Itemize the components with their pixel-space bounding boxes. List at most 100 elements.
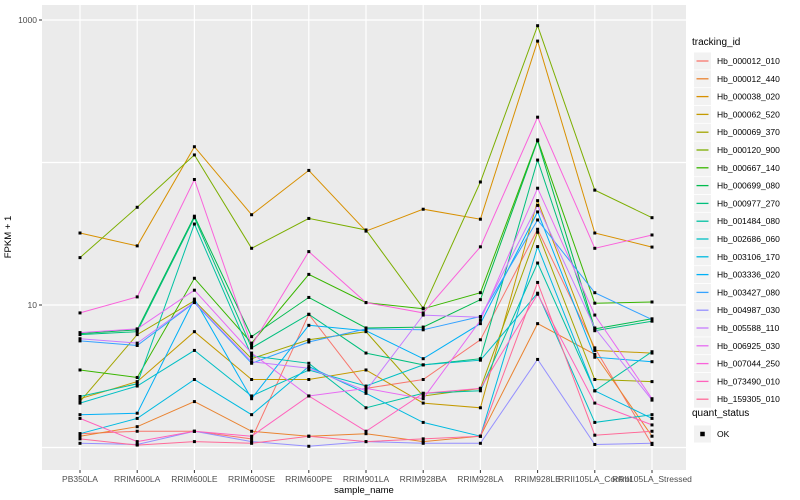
data-point	[307, 338, 311, 342]
data-point	[421, 420, 425, 424]
data-point	[593, 401, 597, 405]
data-point	[135, 375, 139, 379]
y-tick-label: 1000	[18, 15, 37, 25]
x-tick-label: RRII105LA_Stressed	[612, 474, 692, 484]
data-point	[421, 397, 425, 401]
data-point	[593, 348, 597, 352]
legend-item-Hb_000038_020: Hb_000038_020	[694, 88, 780, 106]
data-point	[421, 207, 425, 211]
data-point	[536, 245, 540, 249]
data-point	[536, 139, 540, 143]
data-point	[307, 378, 311, 382]
data-point	[250, 441, 254, 445]
legend-item-label: Hb_073490_010	[717, 376, 780, 386]
data-point	[250, 394, 254, 398]
data-point	[593, 326, 597, 330]
data-point	[78, 311, 82, 315]
data-point	[78, 333, 82, 337]
data-point	[135, 330, 139, 334]
legend-item-label: Hb_003427_080	[717, 287, 780, 297]
legend-item-label: Hb_000012_440	[717, 74, 780, 84]
x-tick-label: PB350LA	[62, 474, 98, 484]
data-point	[536, 39, 540, 43]
legend-item-label: Hb_002686_060	[717, 234, 780, 244]
data-point	[593, 329, 597, 333]
data-point	[307, 323, 311, 327]
data-point	[536, 199, 540, 203]
data-point	[650, 434, 654, 438]
legend-item-Hb_000977_270: Hb_000977_270	[694, 194, 780, 212]
legend-item-label: Hb_004987_030	[717, 305, 780, 315]
data-point	[421, 401, 425, 405]
legend-item-Hb_003106_170: Hb_003106_170	[694, 248, 780, 266]
legend-item-Hb_000062_520: Hb_000062_520	[694, 105, 780, 123]
data-point	[478, 441, 482, 445]
data-point	[650, 423, 654, 427]
legend-item-label: Hb_000120_900	[717, 145, 780, 155]
data-point	[478, 389, 482, 393]
data-point	[78, 401, 82, 405]
data-point	[593, 301, 597, 305]
data-point	[650, 319, 654, 323]
data-point	[593, 231, 597, 235]
legend-tracking-title: tracking_id	[692, 37, 740, 48]
data-point	[478, 291, 482, 295]
data-point	[421, 328, 425, 332]
y-tick-label: 10	[28, 300, 38, 310]
x-tick-label: RRIM928LE	[514, 474, 561, 484]
data-point	[78, 231, 82, 235]
x-tick-label: RRIM600SE	[228, 474, 276, 484]
data-point	[593, 378, 597, 382]
data-point	[536, 292, 540, 296]
data-point	[307, 394, 311, 398]
data-point	[192, 400, 196, 404]
data-point	[650, 441, 654, 445]
data-point	[78, 437, 82, 441]
data-point	[135, 425, 139, 429]
plot-panel	[42, 5, 686, 470]
data-point	[478, 434, 482, 438]
data-point	[650, 429, 654, 433]
x-tick-label: RRIM600LA	[114, 474, 161, 484]
legend-item-label: Hb_000038_020	[717, 92, 780, 102]
gridlines	[42, 5, 686, 470]
x-tick-label: RRIM901LA	[343, 474, 390, 484]
legend-quant-items: OK	[694, 425, 730, 443]
data-point	[421, 437, 425, 441]
data-point	[307, 250, 311, 254]
legend-item-Hb_002686_060: Hb_002686_060	[694, 230, 780, 248]
legend-item-label: Hb_007044_250	[717, 359, 780, 369]
data-point	[135, 416, 139, 420]
data-point	[536, 218, 540, 222]
data-point	[421, 394, 425, 398]
legend-item-label: Hb_000977_270	[717, 198, 780, 208]
data-point	[421, 440, 425, 444]
data-point	[421, 378, 425, 382]
data-point	[536, 227, 540, 231]
data-point	[135, 244, 139, 248]
data-point	[478, 245, 482, 249]
data-point	[250, 429, 254, 433]
legend-tracking-items: Hb_000012_010 Hb_000012_440 Hb_000038_020 H…	[694, 52, 780, 408]
black-square-marker	[700, 431, 705, 437]
data-point	[593, 433, 597, 437]
data-point	[192, 429, 196, 433]
data-point	[650, 318, 654, 322]
data-points	[78, 24, 654, 448]
data-point	[135, 411, 139, 415]
data-point	[307, 216, 311, 220]
data-point	[650, 380, 654, 384]
data-point	[192, 145, 196, 149]
x-tick-label: RRIM928BA	[400, 474, 448, 484]
data-point	[536, 203, 540, 207]
legend-item-label: Hb_003336_020	[717, 270, 780, 280]
data-point	[536, 357, 540, 361]
data-point	[536, 280, 540, 284]
data-point	[478, 315, 482, 319]
data-point	[421, 311, 425, 315]
data-point	[421, 307, 425, 311]
data-point	[593, 355, 597, 359]
data-point	[307, 366, 311, 370]
data-point	[307, 295, 311, 299]
